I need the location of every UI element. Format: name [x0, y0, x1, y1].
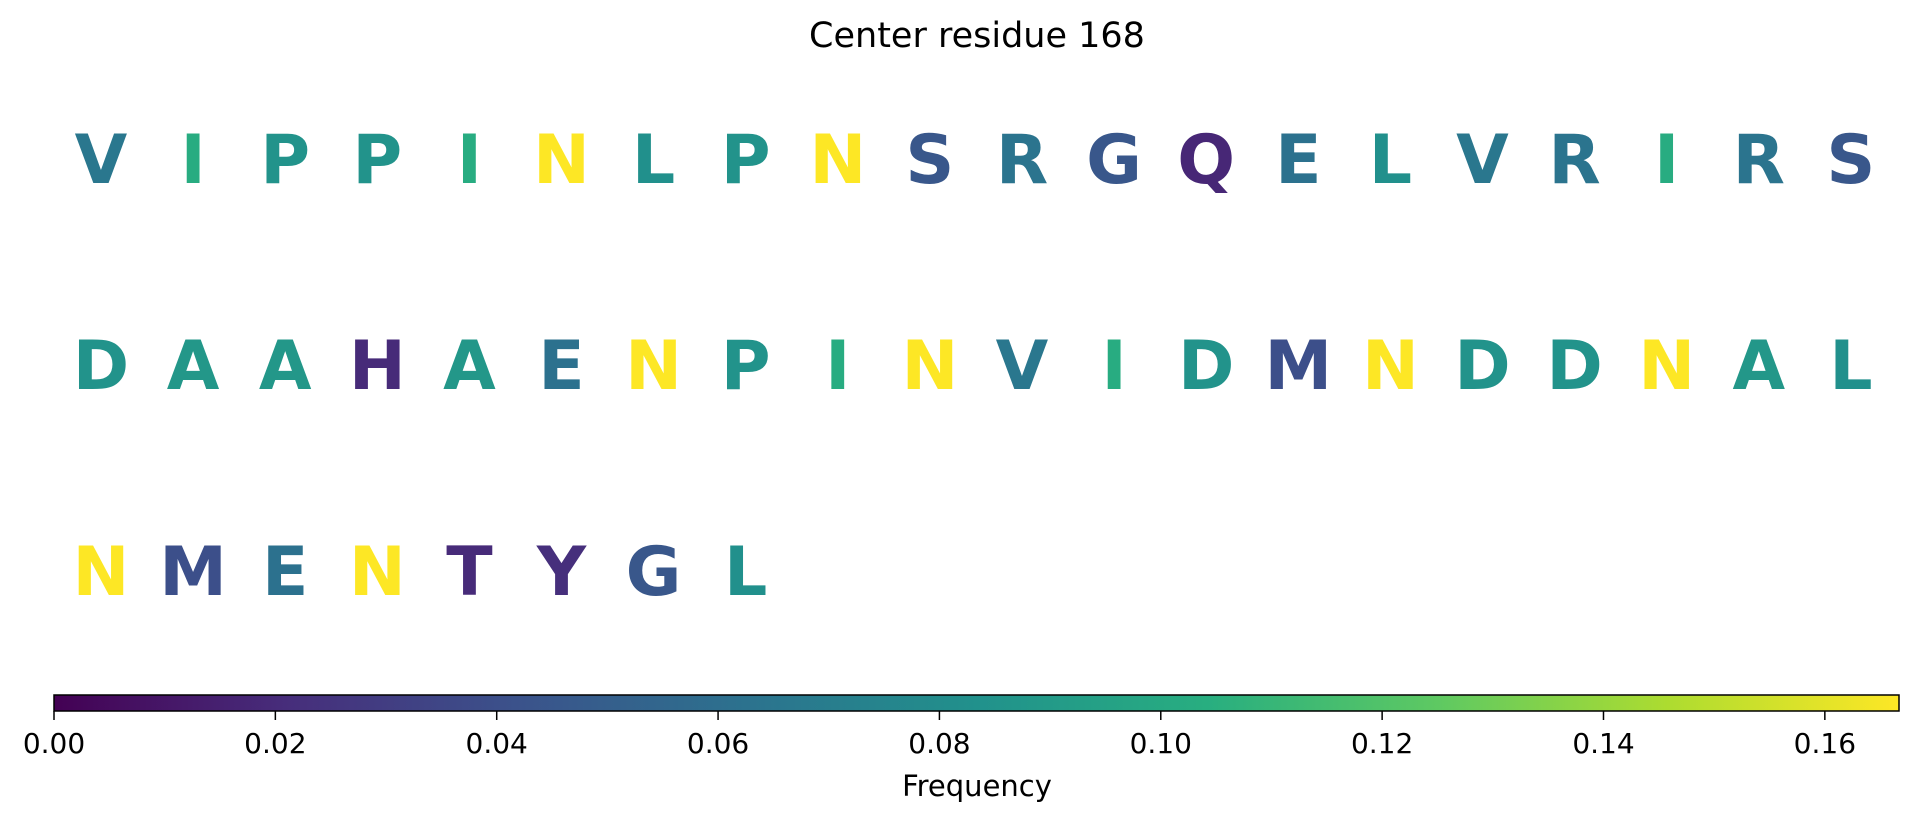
residue-letter: L — [632, 121, 675, 200]
colorbar-tick-label: 0.00 — [23, 727, 85, 760]
residue-letter: I — [1654, 121, 1679, 200]
colorbar-tick-label: 0.16 — [1794, 727, 1856, 760]
residue-letter: T — [446, 533, 493, 612]
residue-letters: V I P P I N L P N S R G Q E L V R I R SD A A H A E N P I N V I D M N D D N A L… — [73, 121, 1876, 612]
residue-letter: V — [1456, 121, 1509, 200]
residue-letter: E — [262, 533, 308, 612]
residue-letter: P — [260, 121, 310, 200]
residue-letter: I — [825, 327, 850, 406]
residue-letter: S — [1826, 121, 1875, 200]
residue-letter: N — [901, 327, 958, 406]
colorbar-tick-label: 0.06 — [687, 727, 749, 760]
residue-letter: N — [533, 121, 590, 200]
residue-letter: I — [457, 121, 482, 200]
residue-letter: L — [1369, 121, 1412, 200]
colorbar-tick-label: 0.14 — [1572, 727, 1634, 760]
colorbar-label: Frequency — [902, 769, 1052, 803]
residue-letter: R — [996, 121, 1048, 200]
residue-letter: P — [352, 121, 402, 200]
chart-title: Center residue 168 — [809, 16, 1145, 56]
residue-letter: R — [1733, 121, 1785, 200]
colorbar-tick-label: 0.12 — [1351, 727, 1413, 760]
residue-letter: N — [1362, 327, 1419, 406]
residue-letter: S — [905, 121, 954, 200]
residue-letter: D — [1178, 327, 1234, 406]
colorbar — [53, 694, 1900, 712]
colorbar-ticks: 0.00 0.02 0.04 0.06 0.08 0.10 0.12 0.14 0.16 — [23, 711, 1856, 760]
residue-letter: E — [1275, 121, 1321, 200]
residue-letter: I — [180, 121, 205, 200]
residue-letter: L — [724, 533, 767, 612]
residue-letter: A — [167, 327, 220, 406]
residue-letter: D — [73, 327, 129, 406]
residue-letter: A — [443, 327, 496, 406]
residue-letter: Q — [1177, 121, 1235, 200]
colorbar-tick-label: 0.10 — [1130, 727, 1192, 760]
residue-letter: N — [73, 533, 130, 612]
colorbar-tick-label: 0.02 — [244, 727, 306, 760]
residue-letter: M — [1264, 327, 1332, 406]
residue-letter: L — [1829, 327, 1872, 406]
residue-letter: D — [1546, 327, 1602, 406]
residue-letter: M — [159, 533, 227, 612]
residue-letter: G — [1086, 121, 1142, 200]
residue-letter: N — [625, 327, 682, 406]
residue-letter: V — [75, 121, 128, 200]
residue-letter: N — [1638, 327, 1695, 406]
residue-letter: V — [996, 327, 1049, 406]
residue-letter: P — [721, 121, 771, 200]
residue-letter: N — [349, 533, 406, 612]
residue-letter: H — [349, 327, 406, 406]
residue-letter: N — [809, 121, 866, 200]
colorbar-tick-label: 0.04 — [466, 727, 528, 760]
residue-letter: G — [626, 533, 682, 612]
residue-letter: E — [538, 327, 584, 406]
residue-letter: D — [1454, 327, 1510, 406]
colorbar-tick-label: 0.08 — [908, 727, 970, 760]
residue-letter: A — [259, 327, 312, 406]
residue-letter: P — [721, 327, 771, 406]
residue-letter: Y — [536, 533, 587, 612]
residue-letter: I — [1101, 327, 1126, 406]
residue-letter: R — [1548, 121, 1600, 200]
residue-letter: A — [1732, 327, 1785, 406]
